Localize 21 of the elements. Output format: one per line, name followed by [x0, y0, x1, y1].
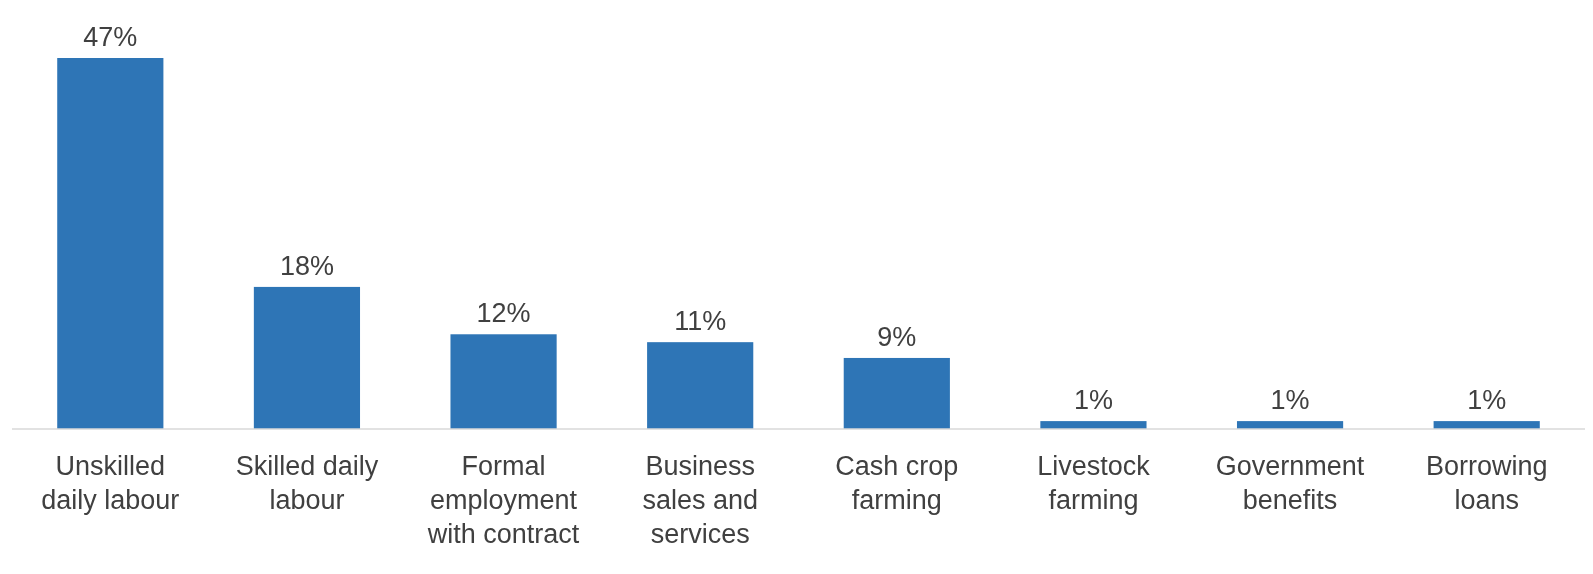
x-tick-label: Formal employment with contract — [426, 451, 580, 549]
x-tick-label: Business sales and services — [642, 451, 758, 549]
data-label: 11% — [674, 306, 727, 337]
x-tick-label: Cash crop farming — [835, 451, 959, 515]
bar — [57, 58, 164, 429]
data-label: 1% — [1073, 385, 1113, 416]
data-label: 1% — [1467, 385, 1507, 416]
bar — [843, 357, 950, 429]
x-tick-label: Government benefits — [1215, 451, 1365, 515]
data-label: 12% — [476, 298, 531, 329]
bar — [450, 334, 557, 429]
x-tick-label: Skilled daily labour — [235, 451, 379, 515]
bar — [253, 286, 361, 429]
bar — [647, 342, 754, 429]
x-tick-label: Unskilled daily labour — [41, 451, 180, 515]
data-label: 9% — [877, 321, 917, 352]
x-tick-label: Livestock farming — [1037, 451, 1151, 515]
data-label: 47% — [83, 22, 138, 52]
x-tick-label: Borrowing loans — [1425, 451, 1548, 515]
data-label: 18% — [279, 250, 334, 281]
data-label: 1% — [1270, 385, 1310, 416]
